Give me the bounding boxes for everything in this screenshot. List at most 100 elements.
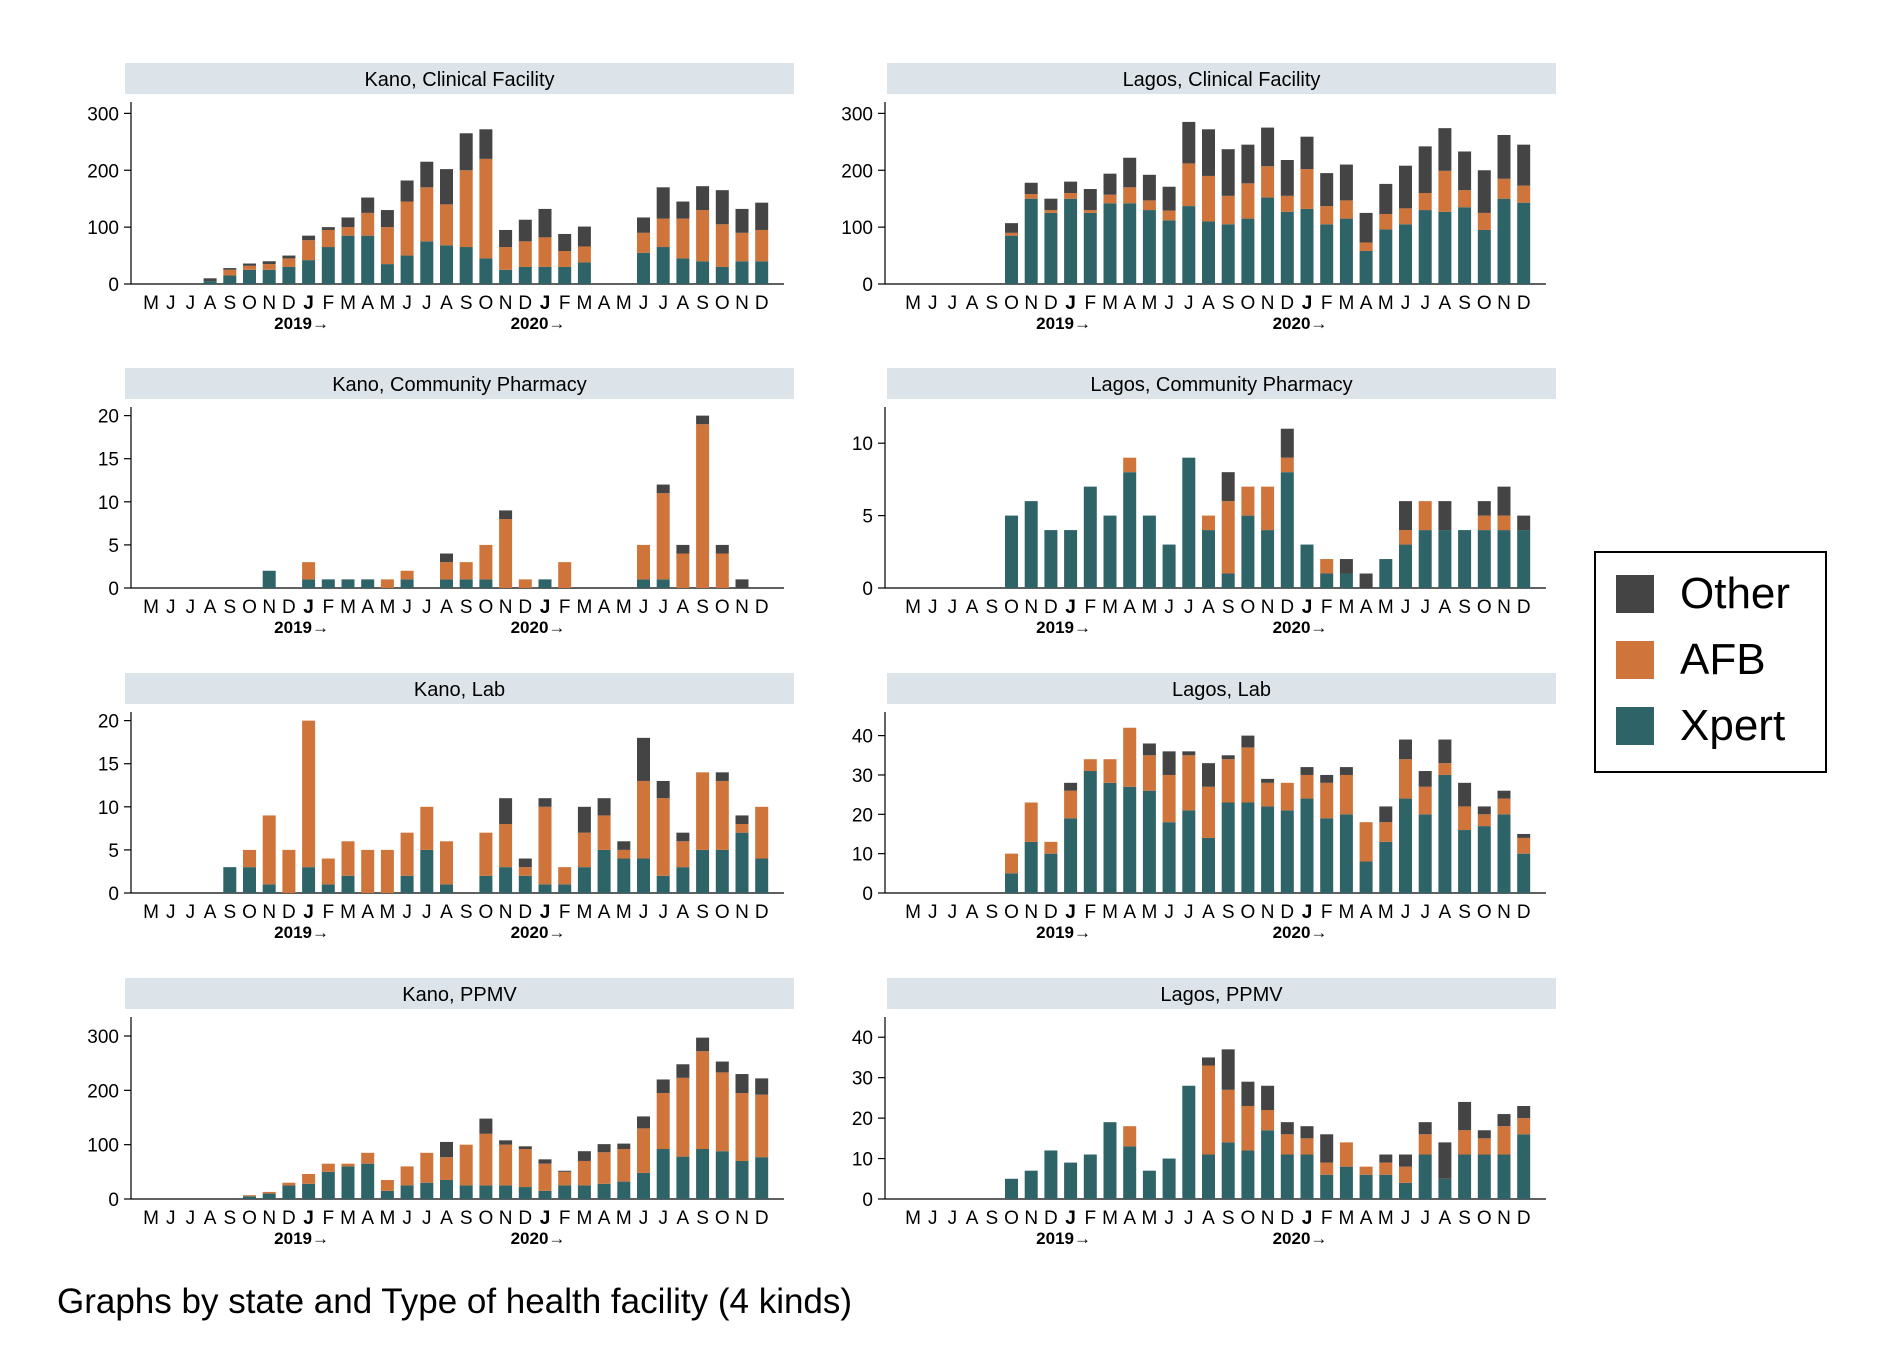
x-tick-label: J (540, 597, 551, 618)
bar-afb (1044, 841, 1058, 854)
bar-other (1202, 763, 1215, 787)
bar-afb (696, 210, 710, 262)
x-tick-label: A (440, 597, 453, 618)
bar-other (1261, 1085, 1275, 1111)
bar-other (1261, 778, 1275, 783)
bar-afb (1202, 175, 1215, 222)
bar-other (1438, 1142, 1452, 1179)
x-tick-label: J (303, 293, 314, 314)
x-tick-label: J (1401, 597, 1411, 618)
bar-other (1438, 501, 1452, 531)
x-tick-label: O (1004, 902, 1019, 923)
x-tick-label: N (1497, 293, 1511, 314)
x-tick-label: O (715, 1208, 730, 1229)
bar-xpert (321, 1171, 335, 1199)
bar-xpert (459, 1185, 473, 1199)
bar-xpert (1517, 530, 1531, 588)
bar-xpert (1300, 798, 1314, 893)
bar-xpert (1044, 530, 1058, 588)
bar-other (262, 261, 276, 265)
bar-afb (380, 227, 394, 265)
bar-afb (1497, 515, 1511, 531)
x-tick-label: D (1517, 1208, 1531, 1229)
bar-xpert (1339, 218, 1353, 284)
bar-other (223, 268, 237, 270)
bar-xpert (538, 1190, 552, 1199)
bar-xpert (1024, 501, 1038, 588)
bar-xpert (243, 269, 256, 284)
bar-afb (1339, 774, 1353, 815)
bar-xpert (302, 867, 316, 893)
x-tick-label: D (755, 1208, 769, 1229)
bar-xpert (1399, 544, 1412, 588)
bar-other (1477, 170, 1491, 213)
y-tick-label: 40 (852, 727, 873, 748)
bar-other (1280, 428, 1294, 458)
bar-afb (1103, 759, 1117, 783)
bar-xpert (262, 884, 276, 893)
x-tick-label: J (540, 293, 551, 314)
bar-xpert (577, 867, 591, 893)
x-tick-label: A (1202, 1208, 1215, 1229)
bar-other (1399, 739, 1412, 760)
bar-afb (400, 201, 414, 256)
y-tick-label: 300 (87, 104, 119, 125)
bar-afb (459, 562, 473, 580)
bar-afb (1438, 763, 1452, 775)
x-tick-label: N (735, 902, 749, 923)
bar-afb (361, 849, 375, 893)
bar-afb (1399, 530, 1412, 545)
bar-afb (262, 815, 276, 885)
bar-xpert (1182, 457, 1196, 588)
bar-xpert (538, 266, 552, 284)
bar-xpert (696, 849, 710, 893)
x-tick-label: M (1378, 902, 1394, 923)
bar-afb (558, 1171, 572, 1186)
bar-other (1320, 1134, 1334, 1163)
x-tick-label: M (576, 902, 592, 923)
bar-other (499, 798, 513, 825)
x-tick-label: J (402, 293, 412, 314)
bar-afb (479, 1133, 493, 1186)
x-tick-label: J (1302, 902, 1313, 923)
x-tick-label: J (639, 597, 649, 618)
x-tick-label: J (658, 597, 668, 618)
y-tick-label: 10 (98, 493, 119, 514)
y-tick-label: 200 (87, 161, 119, 182)
bar-xpert (1241, 802, 1255, 893)
x-tick-label: S (696, 902, 709, 923)
bar-xpert (1123, 203, 1137, 284)
bar-other (617, 841, 631, 850)
bar-afb (1280, 195, 1294, 212)
x-tick-label: F (322, 293, 334, 314)
bar-afb (262, 264, 276, 270)
bar-afb (1123, 187, 1137, 204)
year-label: 2019→ (1036, 618, 1091, 637)
x-tick-label: A (361, 902, 374, 923)
bar-xpert (1458, 830, 1472, 893)
bar-xpert (400, 875, 414, 893)
bar-xpert (1162, 544, 1176, 588)
x-tick-label: J (1420, 597, 1430, 618)
bar-xpert (518, 266, 532, 284)
year-label: 2019→ (274, 314, 329, 333)
x-tick-label: M (1338, 597, 1354, 618)
bar-xpert (1261, 197, 1275, 284)
bar-xpert (1103, 203, 1117, 284)
bar-afb (715, 780, 729, 850)
x-tick-label: J (186, 597, 196, 618)
bar-xpert (656, 1149, 670, 1199)
bar-xpert (1044, 853, 1058, 893)
x-tick-label: O (242, 1208, 257, 1229)
x-tick-label: M (616, 902, 632, 923)
bar-afb (499, 824, 513, 868)
bar-xpert (1438, 530, 1452, 588)
bar-xpert (1182, 206, 1196, 284)
bar-xpert (1280, 211, 1294, 284)
bar-afb (282, 258, 296, 267)
bar-xpert (558, 1185, 572, 1199)
panel-title-strip (887, 63, 1556, 94)
x-tick-label: A (966, 902, 979, 923)
x-tick-label: M (340, 293, 356, 314)
bar-xpert (755, 1157, 769, 1199)
